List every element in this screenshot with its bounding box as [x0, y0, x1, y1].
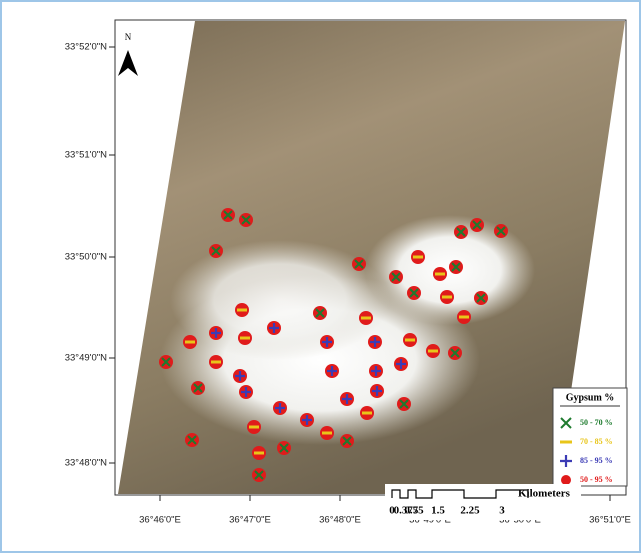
sample-point: [411, 250, 425, 264]
north-label: N: [125, 32, 132, 42]
sample-point: [247, 420, 261, 434]
sample-point: [389, 270, 403, 284]
legend-label: 85 - 95 %: [580, 456, 613, 465]
sample-point: [209, 355, 223, 369]
scale-label: 0.75: [404, 505, 424, 517]
legend-label: 50 - 70 %: [580, 418, 613, 427]
sample-point: [470, 218, 484, 232]
sample-point: [474, 291, 488, 305]
legend-title: Gypsum %: [566, 392, 615, 403]
longitude-label: 36°46'0"E: [139, 515, 181, 526]
sample-point: [191, 381, 205, 395]
scale-unit: Kilometers: [518, 488, 571, 500]
sample-point: [252, 468, 266, 482]
sample-point: [209, 326, 223, 340]
longitude-label: 36°51'0"E: [589, 515, 631, 526]
latitude-label: 33°50'0"N: [65, 252, 107, 263]
sample-point: [494, 224, 508, 238]
sample-point: [239, 385, 253, 399]
sample-point: [426, 344, 440, 358]
sample-point: [273, 401, 287, 415]
sample-point: [370, 384, 384, 398]
sample-point: [320, 335, 334, 349]
scale-label: 1.5: [431, 505, 445, 517]
sample-point: [440, 290, 454, 304]
legend-label: 70 - 85 %: [580, 437, 613, 446]
longitude-label: 36°48'0"E: [319, 515, 361, 526]
sample-point: [300, 413, 314, 427]
sample-point: [340, 392, 354, 406]
sample-point: [368, 335, 382, 349]
sample-point: [221, 208, 235, 222]
sample-point: [209, 244, 223, 258]
sample-point: [457, 310, 471, 324]
sample-point: [159, 355, 173, 369]
sample-point: [313, 306, 327, 320]
latitude-label: 33°48'0"N: [65, 458, 107, 469]
sample-point: [325, 364, 339, 378]
longitude-label: 36°47'0"E: [229, 515, 271, 526]
sample-point: [433, 267, 447, 281]
sample-point: [320, 426, 334, 440]
sample-point: [252, 446, 266, 460]
sample-point: [397, 397, 411, 411]
scale-label: 2.25: [460, 505, 480, 517]
latitude-label: 33°52'0"N: [65, 42, 107, 53]
sample-point: [352, 257, 366, 271]
sample-point: [233, 369, 247, 383]
sample-point: [235, 303, 249, 317]
sample-point: [449, 260, 463, 274]
page: {"map": { "latitude_labels": ["33°52'0\"…: [0, 0, 641, 553]
scale-label: 3: [499, 505, 505, 517]
map-figure: N 33°52'0"N33°51'0"N33°50'0"N33°49'0"N33…: [0, 0, 641, 553]
sample-point: [359, 311, 373, 325]
sample-point: [448, 346, 462, 360]
legend-label: 50 - 95 %: [580, 475, 613, 484]
sample-point: [238, 331, 252, 345]
sample-point: [403, 333, 417, 347]
sample-point: [407, 286, 421, 300]
sample-point: [185, 433, 199, 447]
legend-circle: [561, 475, 571, 485]
sample-point: [267, 321, 281, 335]
sample-point: [394, 357, 408, 371]
sample-point: [369, 364, 383, 378]
sample-point: [340, 434, 354, 448]
sample-point: [277, 441, 291, 455]
sample-point: [454, 225, 468, 239]
sample-point: [183, 335, 197, 349]
sample-point: [360, 406, 374, 420]
latitude-label: 33°51'0"N: [65, 150, 107, 161]
sample-point: [239, 213, 253, 227]
latitude-label: 33°49'0"N: [65, 353, 107, 364]
